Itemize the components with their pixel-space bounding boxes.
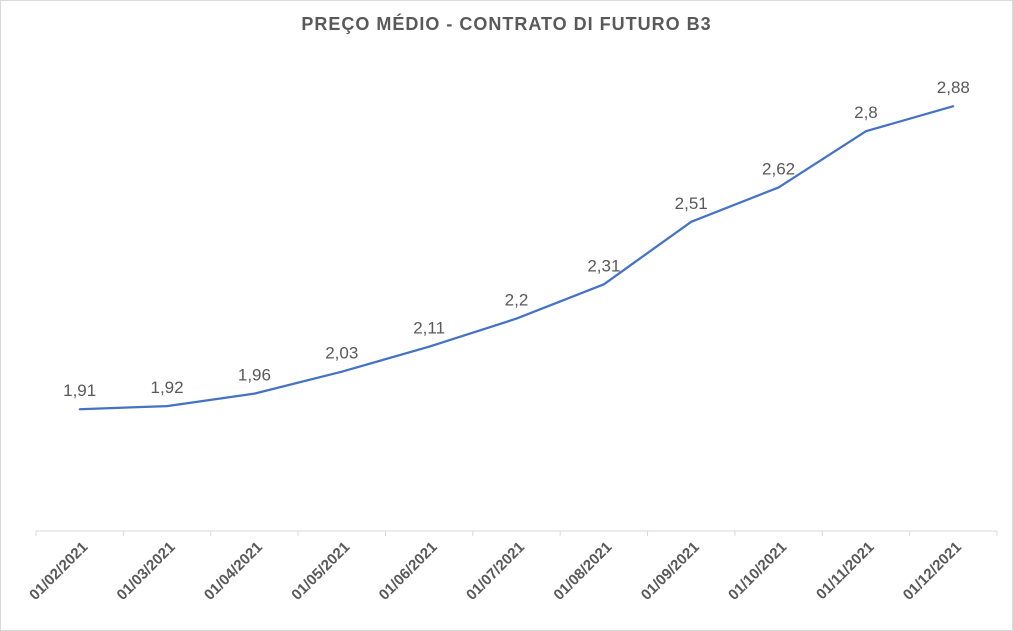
- data-point: [952, 105, 955, 108]
- x-tick-label: 01/03/2021: [114, 539, 179, 604]
- x-tick-label: 01/08/2021: [550, 539, 615, 604]
- data-point: [690, 220, 693, 223]
- x-tick-label: 01/02/2021: [26, 539, 91, 604]
- x-tick-label: 01/06/2021: [376, 539, 441, 604]
- data-label: 2,11: [413, 319, 445, 338]
- x-tick-label: 01/12/2021: [900, 539, 965, 604]
- x-tick-label: 01/04/2021: [201, 539, 266, 604]
- data-point: [515, 317, 518, 320]
- data-label: 1,96: [238, 366, 271, 385]
- x-tick-label: 01/05/2021: [288, 539, 353, 604]
- data-label: 2,8: [854, 103, 878, 122]
- data-point: [428, 345, 431, 348]
- data-point: [602, 283, 605, 286]
- data-point: [777, 186, 780, 189]
- data-label: 2,51: [675, 194, 708, 213]
- data-label: 2,31: [587, 256, 620, 275]
- data-point: [78, 408, 81, 411]
- data-label: 1,92: [150, 378, 183, 397]
- data-point: [166, 405, 169, 408]
- data-point: [253, 392, 256, 395]
- series-line: [79, 105, 954, 411]
- data-label: 2,88: [937, 78, 970, 97]
- x-tick-label: 01/10/2021: [725, 539, 790, 604]
- x-tick-label: 01/09/2021: [638, 539, 703, 604]
- data-point: [340, 370, 343, 373]
- data-label: 1,91: [63, 381, 96, 400]
- data-point: [864, 130, 867, 133]
- data-label: 2,2: [505, 291, 529, 310]
- data-label: 2,03: [325, 344, 358, 363]
- x-tick-label: 01/07/2021: [463, 539, 528, 604]
- data-label: 2,62: [762, 159, 795, 178]
- chart-title: PREÇO MÉDIO - CONTRATO DI FUTURO B3: [301, 14, 712, 34]
- x-tick-label: 01/11/2021: [813, 539, 878, 604]
